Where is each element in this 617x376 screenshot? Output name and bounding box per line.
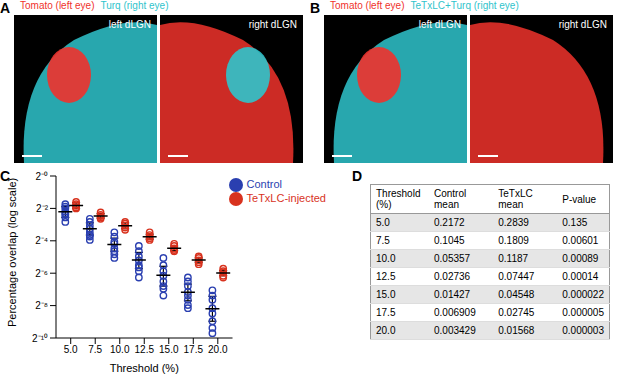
- html-text:0.000003: 0.000003: [562, 325, 604, 336]
- html-text:17.5: 17.5: [376, 307, 396, 318]
- html-text:20.0: 20.0: [376, 325, 396, 336]
- svg-text:12.5: 12.5: [135, 344, 155, 355]
- html-text:0.04548: 0.04548: [498, 289, 535, 300]
- html-text:C: C: [0, 168, 11, 184]
- svg-text:2⁻⁴: 2⁻⁴: [35, 235, 48, 246]
- svg-text:2⁻¹⁰: 2⁻¹⁰: [32, 333, 48, 344]
- html-text:right dLGN: right dLGN: [558, 19, 607, 30]
- svg-text:2⁻⁰: 2⁻⁰: [35, 171, 48, 182]
- svg-text:Threshold (%): Threshold (%): [110, 362, 179, 374]
- html-text:0.07447: 0.07447: [498, 271, 535, 282]
- html-text:0.006909: 0.006909: [434, 307, 476, 318]
- svg-text:2⁻⁸: 2⁻⁸: [35, 300, 48, 311]
- html-text:Control mean: Control mean: [434, 188, 467, 210]
- html-text:TeTxLC-injected: TeTxLC-injected: [246, 192, 326, 205]
- html-text:5.0: 5.0: [376, 217, 390, 228]
- html-text:0.2839: 0.2839: [498, 217, 529, 228]
- svg-text:17.5: 17.5: [184, 344, 204, 355]
- html-text:0.2172: 0.2172: [434, 217, 465, 228]
- html-text:10.0: 10.0: [376, 253, 396, 264]
- html-text:0.01568: 0.01568: [498, 325, 535, 336]
- svg-text:10.0: 10.0: [110, 344, 130, 355]
- html-text:0.00014: 0.00014: [562, 271, 599, 282]
- html-text:0.05357: 0.05357: [434, 253, 471, 264]
- html-text:0.1187: 0.1187: [498, 253, 529, 264]
- html-text:left dLGN: left dLGN: [418, 19, 461, 30]
- svg-text:5.0: 5.0: [64, 344, 78, 355]
- html-text:Control: Control: [246, 178, 282, 190]
- html-text:7.5: 7.5: [376, 235, 390, 246]
- svg-text:Percentage overlap (log scale): Percentage overlap (log scale): [6, 178, 18, 327]
- html-text:Tomato (left eye): Tomato (left eye): [20, 0, 95, 11]
- html-text:15.0: 15.0: [376, 289, 396, 300]
- html-text:A: A: [0, 0, 11, 16]
- html-text:0.00089: 0.00089: [562, 253, 599, 264]
- html-text:D: D: [352, 168, 363, 184]
- html-text:P-value: P-value: [562, 193, 597, 205]
- html-text:Threshold (%): Threshold (%): [376, 188, 421, 210]
- html-text:right dLGN: right dLGN: [248, 19, 297, 30]
- html-text:Turq (right eye): Turq (right eye): [100, 0, 169, 11]
- html-text:0.000005: 0.000005: [562, 307, 604, 318]
- html-text:left dLGN: left dLGN: [108, 19, 151, 30]
- svg-text:15.0: 15.0: [159, 344, 179, 355]
- html-text:TeTxLC+Turq (right eye): TeTxLC+Turq (right eye): [410, 0, 519, 11]
- html-text:0.003429: 0.003429: [434, 325, 476, 336]
- html-text:0.1045: 0.1045: [434, 235, 465, 246]
- svg-text:2⁻⁶: 2⁻⁶: [35, 268, 48, 279]
- svg-text:20.0: 20.0: [208, 344, 228, 355]
- html-text:0.00601: 0.00601: [562, 235, 599, 246]
- html-text:12.5: 12.5: [376, 271, 396, 282]
- html-text:0.02736: 0.02736: [434, 271, 471, 282]
- html-text:0.01427: 0.01427: [434, 289, 471, 300]
- html-text:0.135: 0.135: [562, 217, 588, 228]
- svg-text:2⁻²: 2⁻²: [36, 203, 49, 214]
- html-text:0.02745: 0.02745: [498, 307, 535, 318]
- html-text:B: B: [310, 0, 321, 16]
- html-text:TeTxLC mean: TeTxLC mean: [498, 188, 533, 210]
- html-text:Tomato (left eye): Tomato (left eye): [330, 0, 405, 11]
- html-text:0.000022: 0.000022: [562, 289, 604, 300]
- html-text:0.1809: 0.1809: [498, 235, 529, 246]
- svg-text:7.5: 7.5: [88, 344, 102, 355]
